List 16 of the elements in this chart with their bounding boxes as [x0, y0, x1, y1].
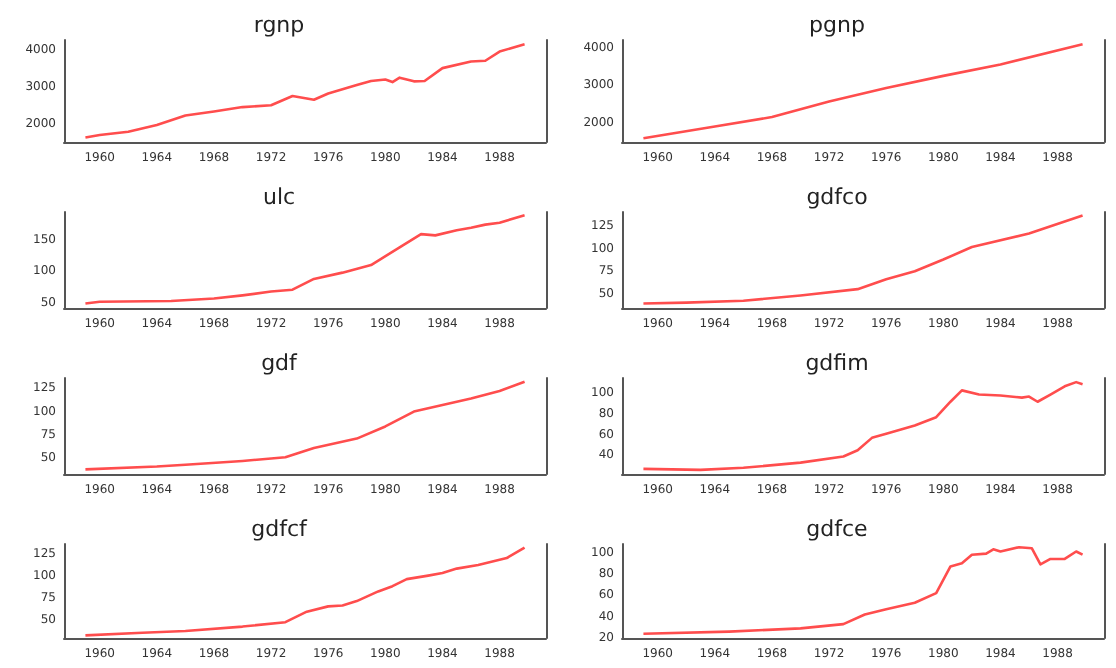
chart-title: gdfim: [805, 350, 869, 376]
line-series: [84, 546, 526, 637]
line-series: [642, 380, 1084, 472]
chart-title: gdfco: [806, 184, 869, 210]
chart-title: gdfcf: [251, 516, 309, 542]
line-series: [642, 42, 1084, 140]
line-series: [84, 42, 526, 139]
chart-title: pgnp: [809, 12, 865, 38]
line-series: [84, 380, 526, 471]
line-series: [642, 214, 1084, 305]
chart-title: rgnp: [253, 12, 305, 38]
chart-title: gdf: [261, 350, 300, 376]
chart-title: gdfce: [806, 516, 869, 542]
line-series: [84, 213, 526, 305]
chart-title: ulc: [262, 184, 296, 210]
line-series: [642, 545, 1084, 636]
